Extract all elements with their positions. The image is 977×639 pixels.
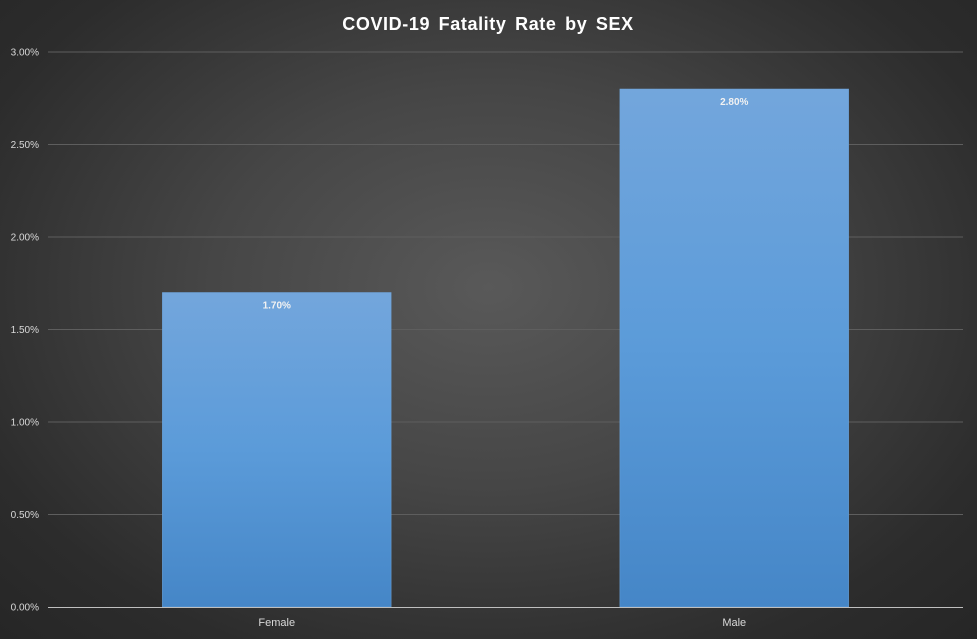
y-tick-label: 3.00% bbox=[11, 48, 39, 59]
bar-male bbox=[619, 88, 849, 608]
y-tick-label: 0.00% bbox=[11, 603, 39, 614]
chart-title: COVID-19 Fatality Rate by SEX bbox=[342, 14, 633, 34]
category-label-female: Female bbox=[258, 617, 295, 629]
x-axis-category-labels: Female Male bbox=[258, 617, 746, 629]
bar-female bbox=[162, 292, 392, 608]
y-tick-label: 2.50% bbox=[11, 140, 39, 151]
data-label-male: 2.80% bbox=[720, 97, 748, 108]
y-tick-label: 1.50% bbox=[11, 325, 39, 336]
data-label-female: 1.70% bbox=[263, 301, 291, 312]
data-labels: 1.70% 2.80% bbox=[263, 97, 749, 312]
y-axis-tick-labels: 0.00% 0.50% 1.00% 1.50% 2.00% 2.50% 3.00% bbox=[11, 48, 39, 614]
bars bbox=[162, 88, 849, 608]
y-tick-label: 0.50% bbox=[11, 510, 39, 521]
category-label-male: Male bbox=[722, 617, 746, 629]
y-tick-label: 1.00% bbox=[11, 418, 39, 429]
y-tick-label: 2.00% bbox=[11, 233, 39, 244]
